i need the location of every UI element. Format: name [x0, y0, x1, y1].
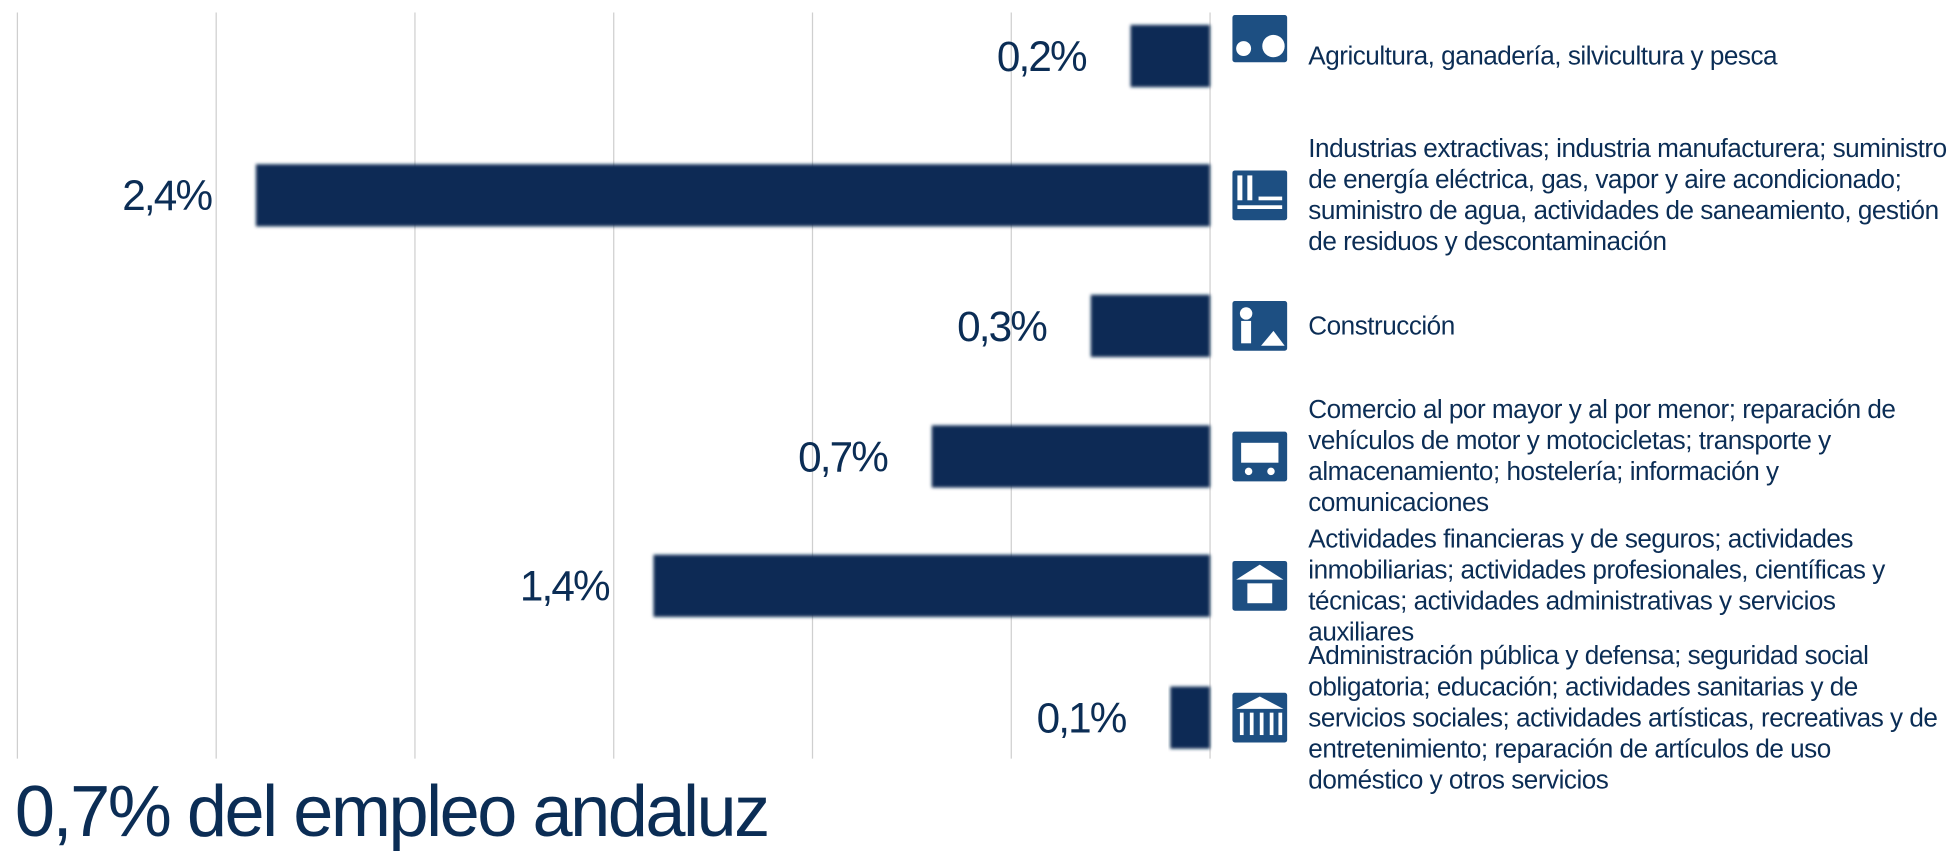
value-label: 0,3% — [957, 303, 1047, 350]
bar — [931, 425, 1211, 488]
bar — [1090, 294, 1211, 357]
category-label-box: Comercio al por mayor y al por menor; re… — [1308, 395, 1896, 518]
value-label: 0,1% — [1037, 695, 1127, 742]
grid — [16, 12, 1211, 759]
value-label: 0,2% — [997, 33, 1087, 80]
category-label: Actividades financieras y de seguros; ac… — [1308, 524, 1885, 647]
category-label: Agricultura, ganadería, silvicultura y p… — [1308, 41, 1778, 71]
icon-cart — [1232, 431, 1288, 482]
category-label: Construcción — [1308, 311, 1455, 341]
category-label-box: Agricultura, ganadería, silvicultura y p… — [1308, 41, 1778, 71]
bars — [255, 24, 1211, 749]
bar — [653, 554, 1211, 617]
icon-factory — [1232, 170, 1288, 221]
category-label-box: Administración pública y defensa; seguri… — [1308, 641, 1938, 795]
bar — [1130, 24, 1211, 88]
value-label: 1,4% — [520, 563, 610, 610]
icon-institution — [1232, 692, 1288, 743]
value-label: 0,7% — [798, 433, 888, 480]
bar — [1170, 686, 1211, 749]
category-label-box: Actividades financieras y de seguros; ac… — [1308, 524, 1885, 647]
icon-bank-money — [1232, 560, 1288, 611]
category-label-box: Construcción — [1308, 311, 1455, 341]
labels: 0,2% Agricultura, ganadería, silvicultura… — [122, 33, 1947, 795]
category-label: Industrias extractivas; industria manufa… — [1308, 134, 1947, 257]
value-label: 2,4% — [122, 172, 212, 219]
category-label: Administración pública y defensa; seguri… — [1308, 641, 1938, 795]
icon-tractor — [1232, 14, 1288, 63]
bar — [255, 164, 1211, 227]
icons — [1232, 14, 1288, 743]
chart-title: 0,7% del empleo andaluz — [15, 772, 768, 852]
category-label-box: Industrias extractivas; industria manufa… — [1308, 134, 1947, 257]
icon-worker — [1232, 301, 1288, 351]
category-label: Comercio al por mayor y al por menor; re… — [1308, 395, 1896, 518]
